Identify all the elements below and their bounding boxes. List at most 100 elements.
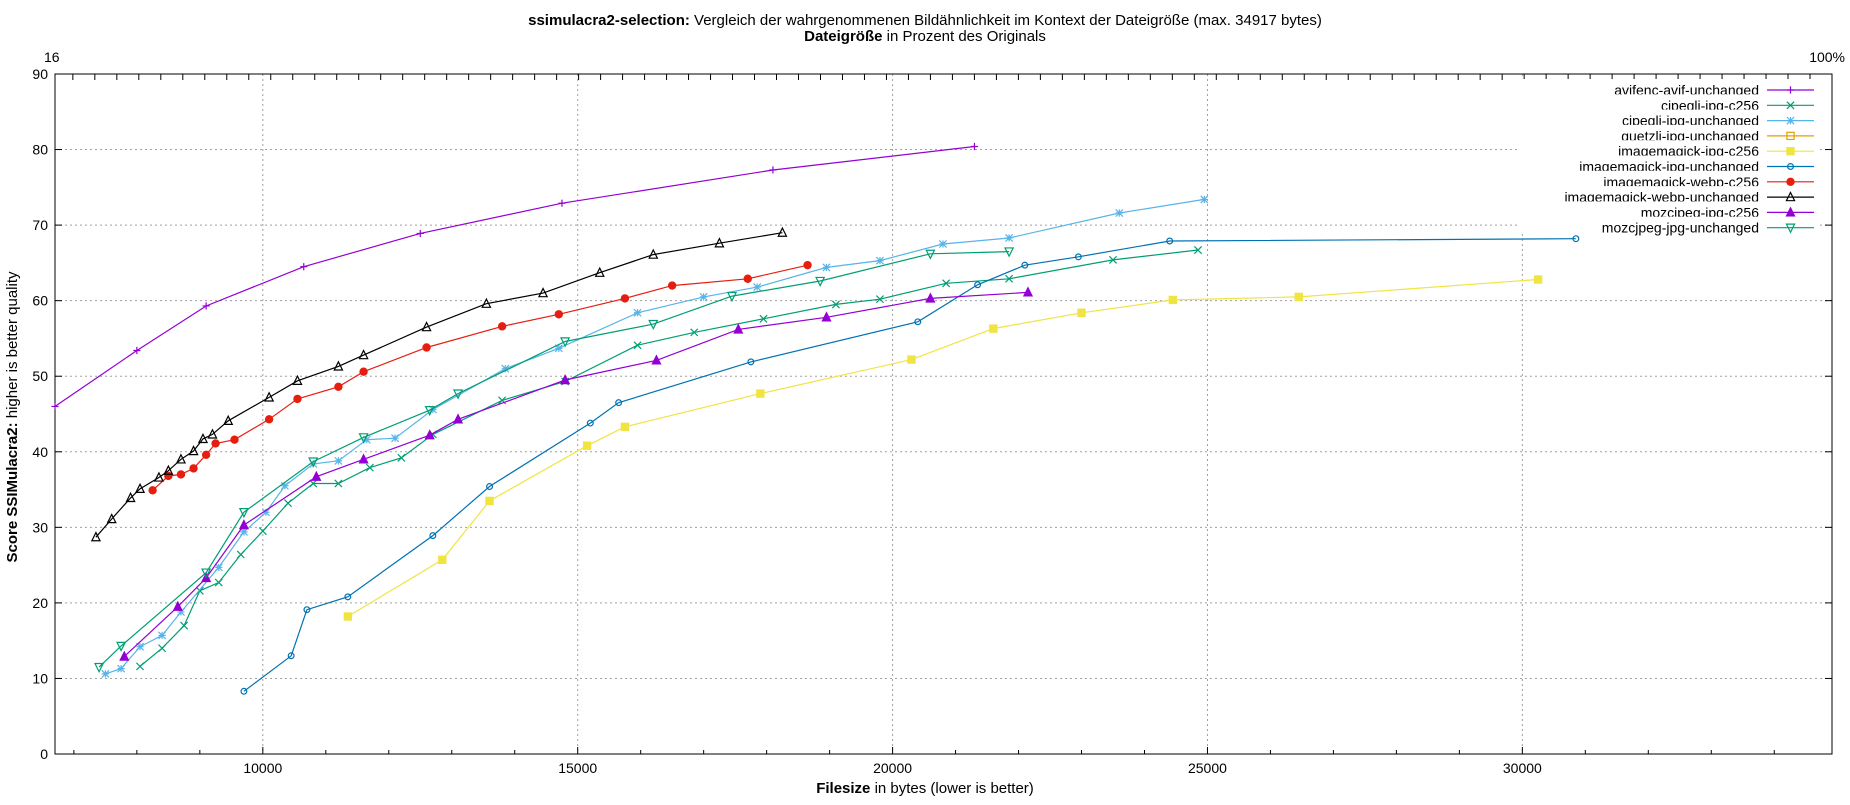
data-point [134,482,146,493]
data-point [240,687,248,695]
data-point [239,527,248,536]
data-point [424,406,435,417]
data-point [586,419,594,427]
legend-entry-bg [1520,216,1820,232]
data-point [391,434,400,443]
legend-entry: mozcjpeg-jpg-c256 [1520,201,1820,220]
x-tick-label: 30000 [1503,760,1542,776]
y-tick-label: 20 [32,595,48,611]
data-point [176,607,185,616]
data-point [1785,223,1796,234]
x-tick-label: 25000 [1188,760,1227,776]
series-line [95,232,783,538]
data-point [1108,255,1118,264]
data-point [333,360,344,371]
data-point [501,364,510,373]
data-point [264,415,274,424]
data-point [1786,101,1795,110]
data-point [648,319,659,331]
legend-entry: imagemagick-webp-unchanged [1520,186,1820,205]
legend-entry-bg [1520,140,1820,156]
y-tick-label: 30 [32,519,48,535]
series-imagemagick-jpg-unchanged [240,235,1580,695]
data-point [308,457,319,468]
data-point [334,382,343,391]
data-point [164,471,173,481]
data-point [397,453,406,462]
legend-entry-bg [1520,201,1820,217]
data-point [554,344,563,353]
data-point [822,263,831,272]
data-point [1787,163,1794,170]
data-point [815,276,826,287]
data-point [1115,208,1124,218]
data-point [303,606,311,614]
data-point [1786,86,1795,94]
data-point [90,531,102,542]
data-point [821,311,832,322]
data-point [422,343,431,352]
legend-entry: imagemagick-jpg-unchanged [1520,155,1820,175]
data-point [287,652,295,660]
legend-label: imagemagick-jpg-unchanged [1579,159,1759,175]
data-point [51,402,59,411]
data-point [875,256,885,265]
data-point [989,324,998,333]
data-point [1786,147,1795,156]
data-point [1200,195,1209,204]
data-point [94,662,105,674]
x-axis-title-bold: Filesize [816,780,870,797]
series-line [123,291,1029,657]
legend-entry-bg [1520,124,1820,141]
data-point [334,479,343,488]
y-tick-label: 50 [32,368,48,384]
data-point [1786,131,1795,141]
data-point [777,226,788,237]
data-point [292,374,303,385]
data-point [358,349,369,360]
data-point [163,464,174,475]
x-axis-title: Filesize in bytes (lower is better) [816,780,1034,797]
data-point [201,568,212,579]
legend-entry: cjpegli-jpg-c256 [1520,94,1820,113]
data-point [726,291,738,303]
y-tick-label: 70 [32,217,48,233]
data-point [189,464,198,473]
data-point [207,428,218,439]
data-point [925,292,936,303]
series-mozcjpeg-jpg-c256 [119,286,1034,661]
x-tick-label: 20000 [873,760,912,776]
data-point [699,292,708,301]
data-point [238,508,249,519]
legend-entry-bg [1520,94,1820,110]
series-imagemagick-webp-unchanged [90,226,788,542]
data-point [1074,253,1082,261]
data-point [101,669,110,678]
data-point [429,532,437,540]
data-point [486,483,494,491]
data-point [416,229,424,238]
data-point [690,328,699,337]
legend-entry: cjpegli-jpg-unchanged [1520,109,1820,129]
data-point [188,445,199,456]
data-point [875,295,885,304]
data-point [438,555,447,565]
y-tick-label: 40 [32,444,48,460]
data-point [1785,206,1796,217]
data-point [172,600,183,611]
data-point [970,142,979,151]
data-point [158,644,167,653]
legend-entry: imagemagick-jpg-c256 [1520,140,1820,159]
series-line [243,238,1576,692]
legend-entry-bg [1520,186,1820,202]
top-axis-title-rest: in Prozent des Originals [882,28,1045,45]
legend-label: imagemagick-webp-c256 [1603,174,1759,190]
legend-entry-bg [1520,79,1820,95]
series-line [54,145,975,407]
series-line [98,251,1010,668]
data-point [424,429,435,440]
data-point [497,322,507,331]
data-point [300,263,308,271]
data-point [238,519,249,530]
